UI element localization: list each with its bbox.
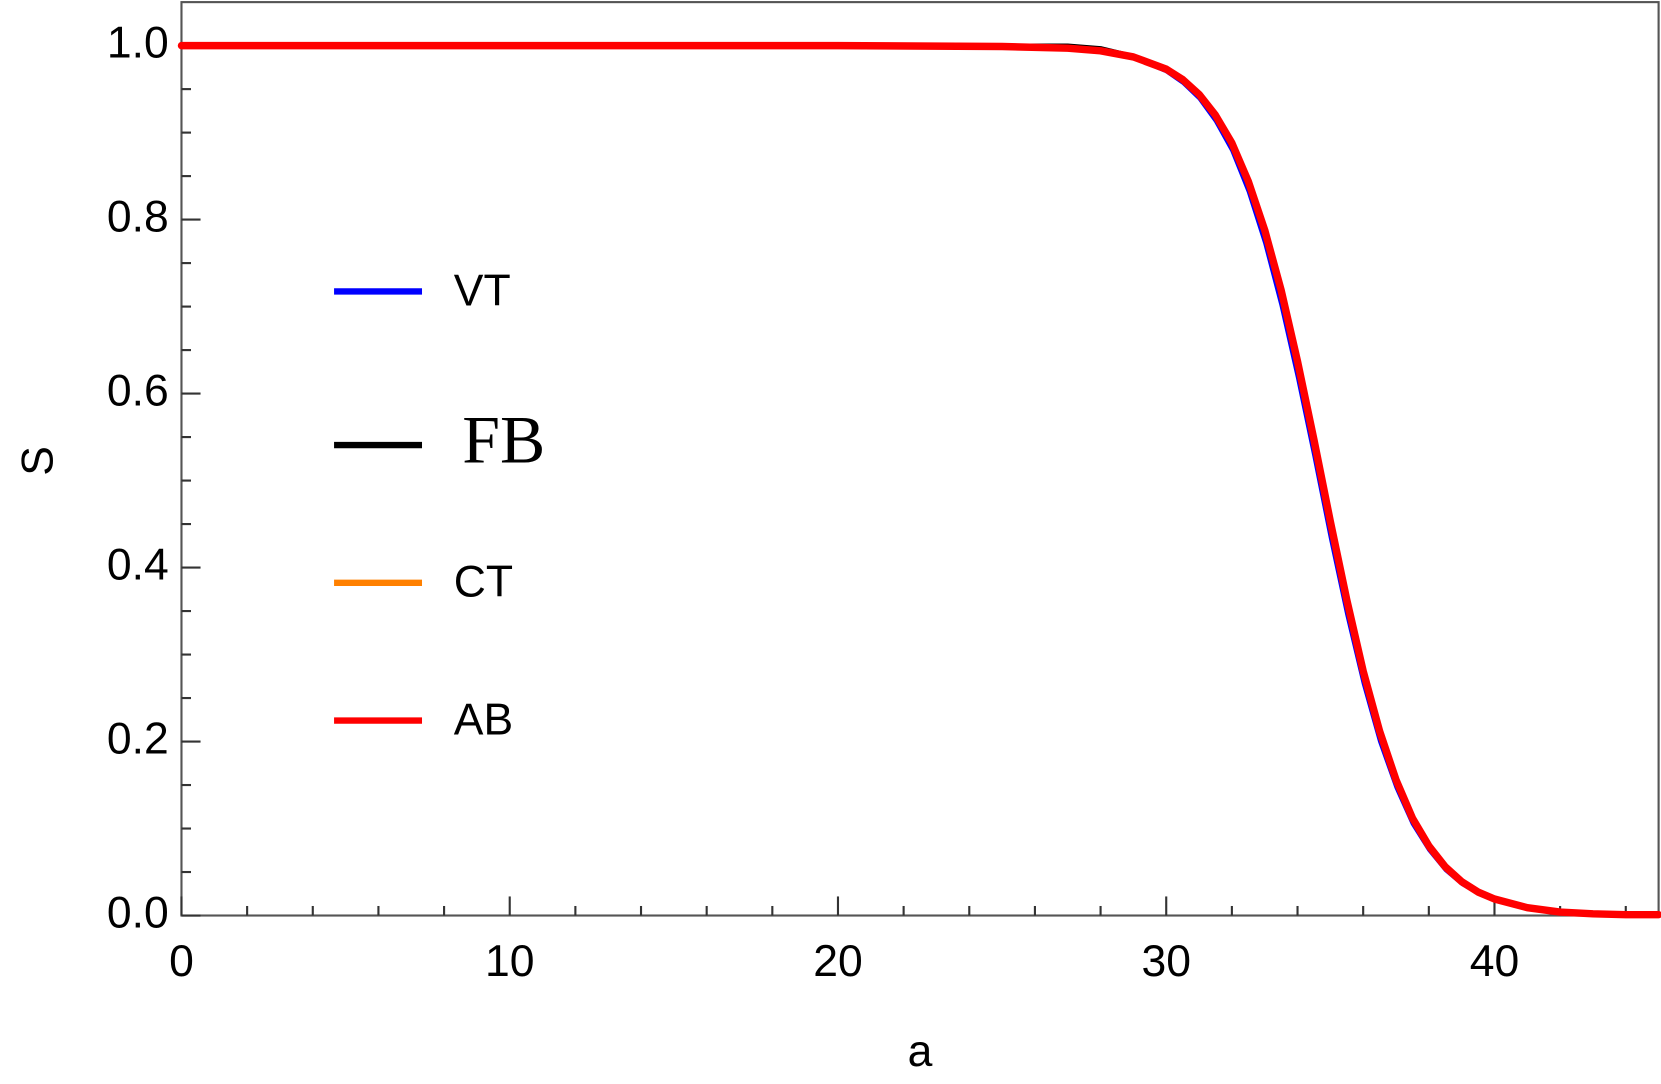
series-line: [179, 43, 1661, 917]
y-tick-label: 0.8: [107, 192, 169, 241]
x-tick-label: 10: [485, 937, 534, 986]
y-tick-label: 0.2: [107, 714, 169, 763]
y-tick-label: 1.0: [107, 18, 169, 67]
y-tick-label: 0.0: [107, 888, 169, 937]
x-tick-label: 0: [169, 937, 194, 986]
legend-label: FB: [462, 403, 545, 478]
plot-frame: [180, 1, 1660, 917]
legend-label: CT: [454, 558, 513, 607]
y-tick-label: 0.6: [107, 366, 169, 415]
y-axis-label: S: [13, 446, 62, 476]
series-line: [177, 41, 1661, 919]
series-line: [179, 44, 1661, 918]
legend-label: AB: [454, 695, 513, 744]
series-line: [179, 43, 1661, 917]
legend-label: VT: [454, 266, 511, 315]
y-tick-label: 0.4: [107, 540, 169, 589]
x-axis-label: a: [908, 1027, 933, 1076]
x-tick-label: 40: [1470, 937, 1520, 986]
x-tick-label: 30: [1141, 937, 1191, 986]
x-tick-label: 20: [813, 937, 863, 986]
